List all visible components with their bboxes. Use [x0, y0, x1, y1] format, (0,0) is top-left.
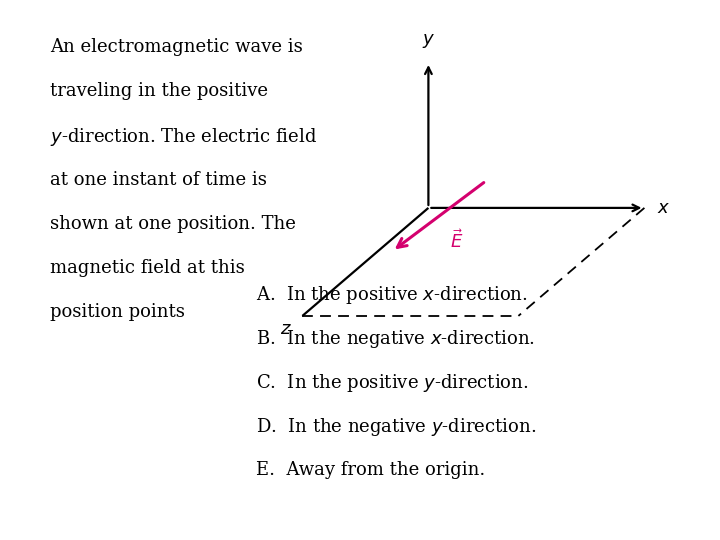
Text: An electromagnetic wave is: An electromagnetic wave is	[50, 38, 303, 56]
Text: magnetic field at this: magnetic field at this	[50, 259, 245, 277]
Text: position points: position points	[50, 303, 185, 321]
Text: $y$-direction. The electric field: $y$-direction. The electric field	[50, 126, 318, 149]
Text: traveling in the positive: traveling in the positive	[50, 82, 269, 100]
Text: $x$: $x$	[657, 199, 670, 217]
Text: E.  Away from the origin.: E. Away from the origin.	[256, 461, 485, 478]
Text: D.  In the negative $y$-direction.: D. In the negative $y$-direction.	[256, 416, 536, 438]
Text: B.  In the negative $x$-direction.: B. In the negative $x$-direction.	[256, 328, 534, 350]
Text: A.  In the positive $x$-direction.: A. In the positive $x$-direction.	[256, 284, 527, 306]
Text: shown at one position. The: shown at one position. The	[50, 215, 296, 233]
Text: $y$: $y$	[422, 32, 435, 50]
Text: C.  In the positive $y$-direction.: C. In the positive $y$-direction.	[256, 372, 528, 394]
Text: $\vec{E}$: $\vec{E}$	[450, 230, 464, 252]
Text: at one instant of time is: at one instant of time is	[50, 171, 267, 188]
Text: $z$: $z$	[280, 320, 292, 338]
